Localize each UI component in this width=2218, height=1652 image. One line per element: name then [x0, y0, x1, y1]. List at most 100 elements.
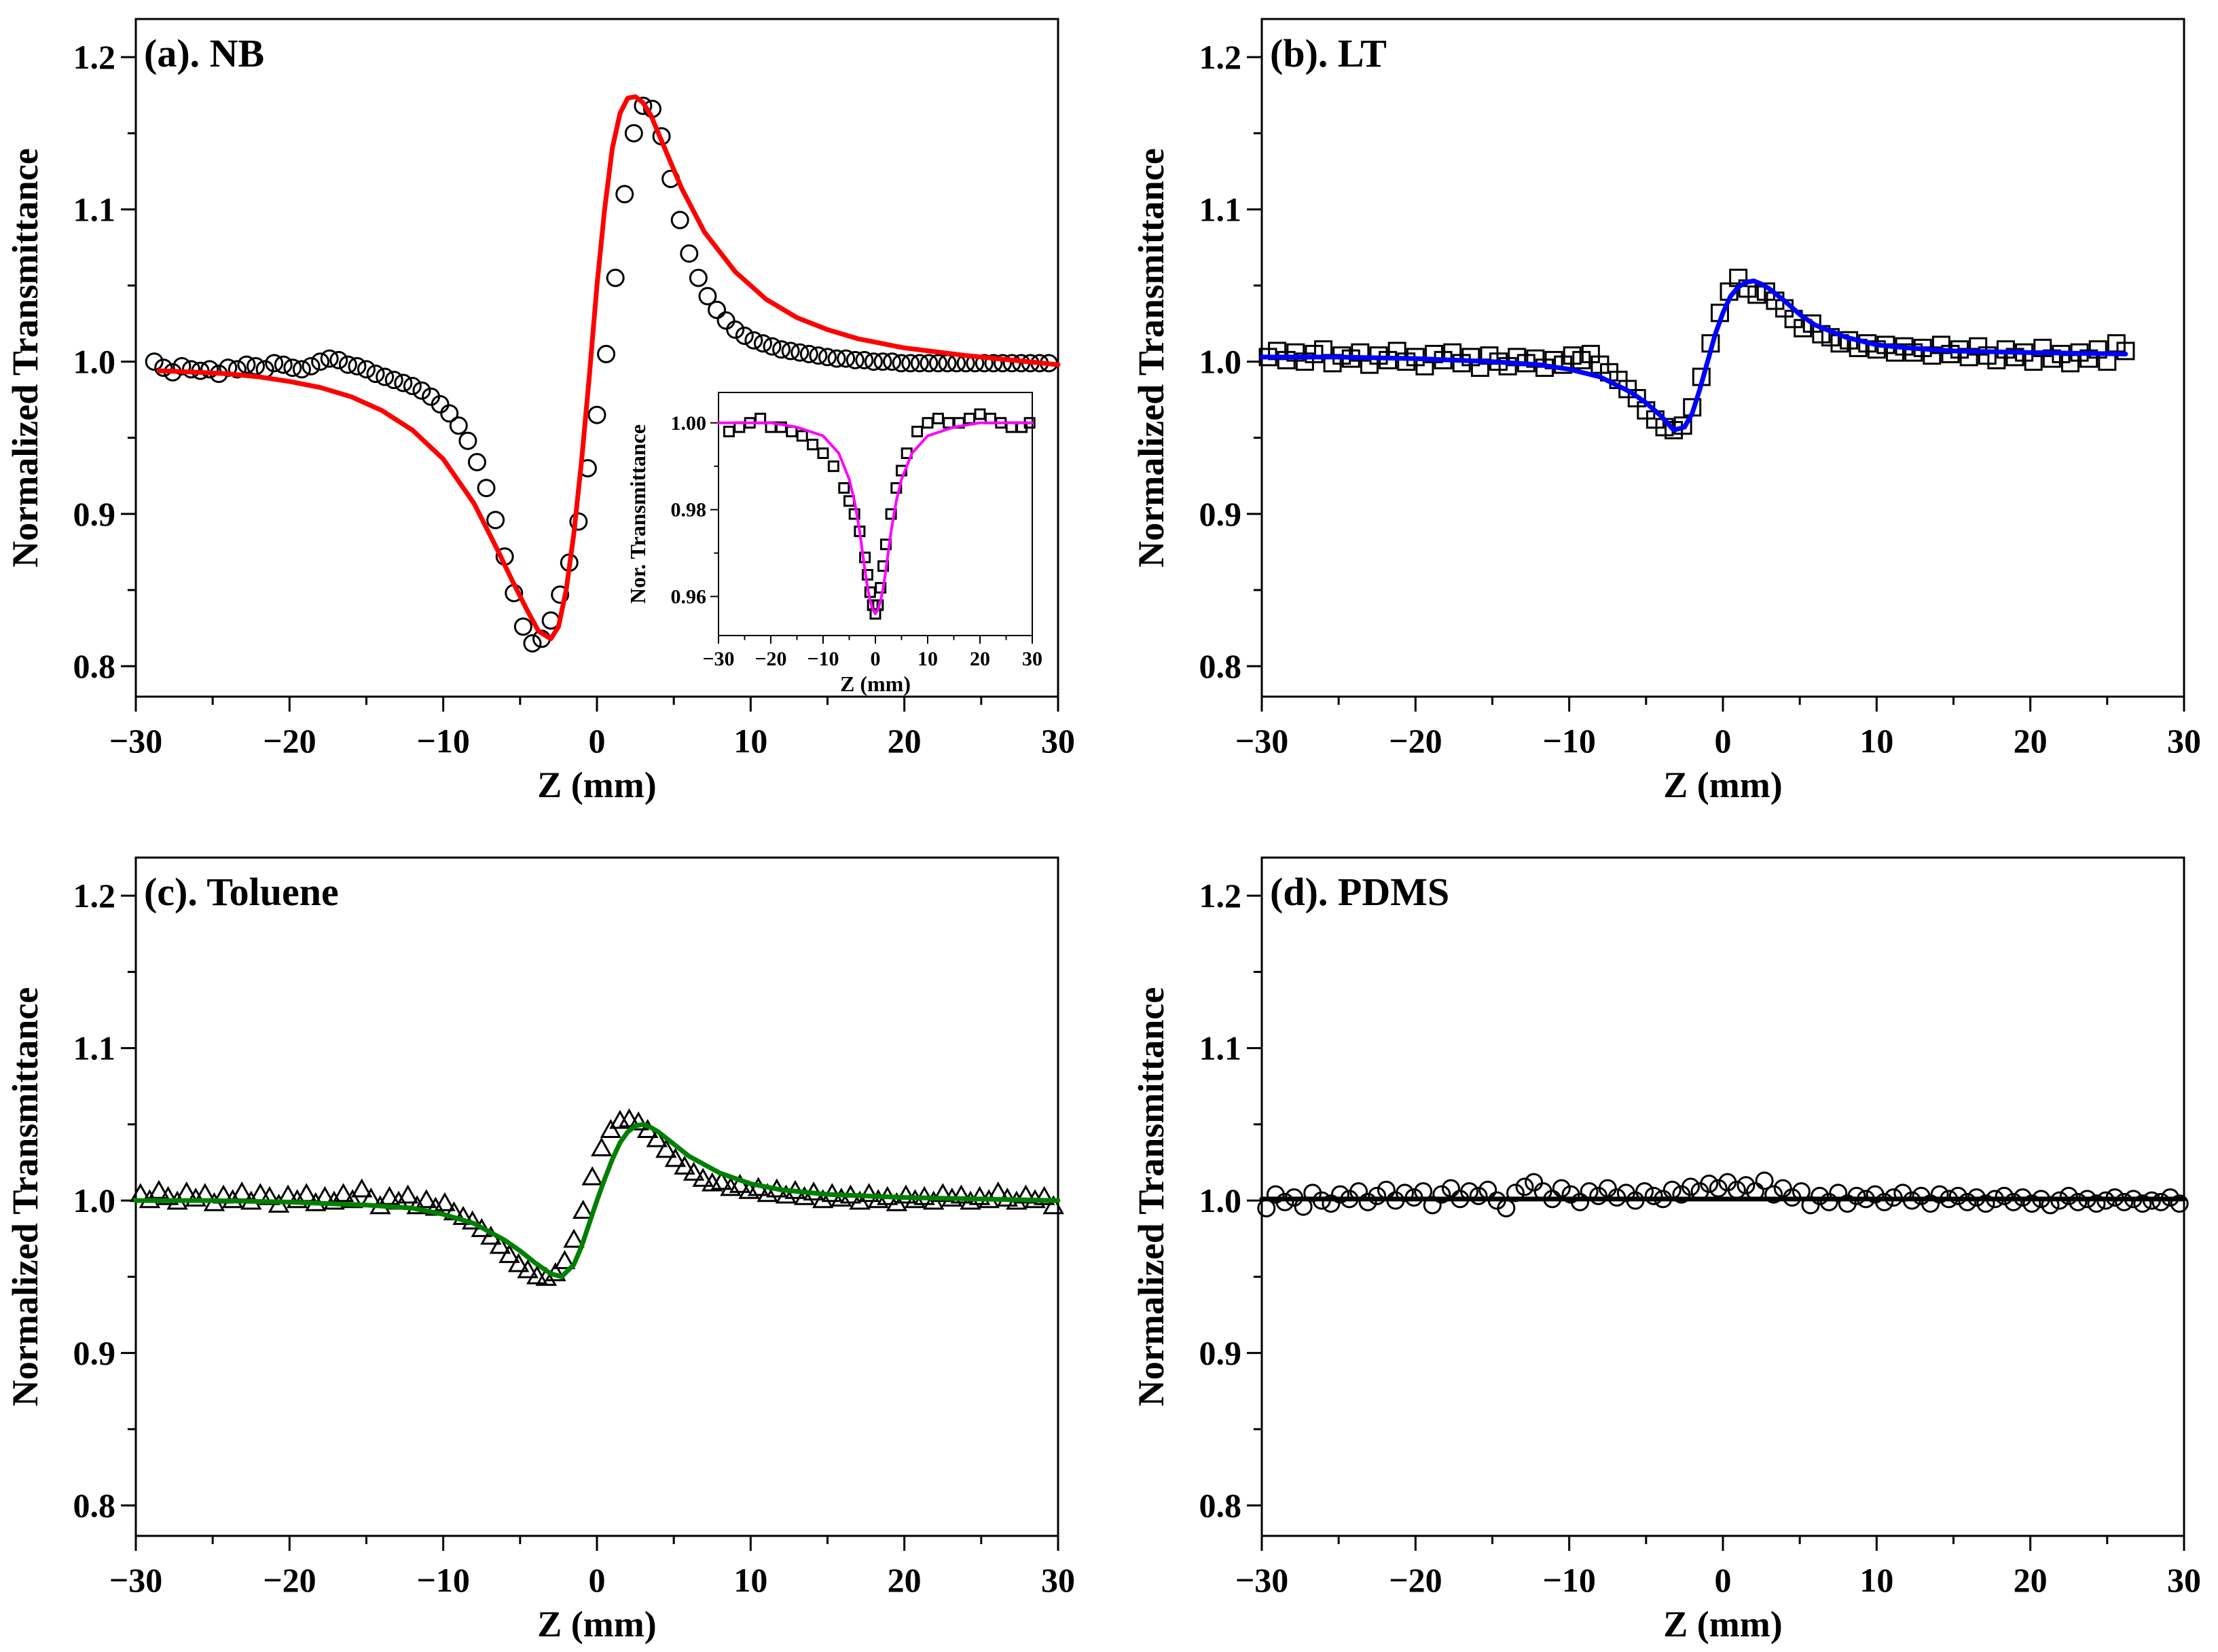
- data-point: [2005, 348, 2024, 367]
- data-point: [683, 1161, 705, 1181]
- data-point: [984, 354, 1003, 373]
- data-point: [809, 346, 828, 365]
- x-tick-label: 10: [733, 722, 767, 760]
- data-point: [357, 360, 376, 379]
- data-point: [1015, 1184, 1037, 1204]
- x-tick-label: 20: [970, 648, 990, 670]
- data-point: [498, 1244, 520, 1264]
- data-point: [670, 210, 689, 230]
- x-tick-label: 0: [589, 1561, 606, 1599]
- data-point: [855, 350, 874, 369]
- panel-label: (c). Toluene: [144, 870, 339, 914]
- data-point: [449, 416, 468, 435]
- data-point: [412, 381, 431, 400]
- y-axis-title: Normalized Transmittance: [5, 148, 46, 567]
- data-point: [551, 585, 570, 604]
- data-point: [2069, 1192, 2088, 1211]
- data-point: [901, 354, 920, 373]
- y-tick-label: 0.8: [73, 1486, 116, 1524]
- data-point: [535, 1266, 558, 1286]
- fit-curve: [1259, 278, 2128, 433]
- data-point: [2042, 349, 2061, 368]
- data-point: [1461, 348, 1480, 367]
- data-point: [572, 1199, 594, 1219]
- data-point: [846, 350, 865, 369]
- data-point: [1764, 1185, 1783, 1204]
- data-point: [434, 1192, 456, 1211]
- data-point: [329, 350, 348, 369]
- x-axis-title: Z (mm): [840, 672, 911, 696]
- data-point: [157, 1186, 179, 1205]
- y-tick-label: 1.2: [1199, 877, 1242, 915]
- x-tick-label: 20: [2014, 722, 2048, 760]
- data-point: [431, 394, 450, 414]
- x-tick-label: −20: [1389, 722, 1442, 760]
- x-tick-label: −30: [109, 1561, 163, 1599]
- data-point: [2133, 1194, 2152, 1213]
- data-point: [1673, 416, 1692, 435]
- y-axis-title: Normalized Transmittance: [1131, 148, 1171, 567]
- data-point: [348, 356, 367, 375]
- data-point: [895, 1184, 917, 1204]
- data-point: [416, 1189, 437, 1209]
- data-point: [1819, 1192, 1838, 1211]
- y-tick-label: 1.1: [1199, 190, 1242, 228]
- data-point: [378, 1186, 401, 1205]
- x-tick-label: −30: [1235, 1561, 1289, 1599]
- data-point: [680, 244, 699, 263]
- x-tick-label: 0: [589, 722, 606, 760]
- data-point: [523, 634, 542, 653]
- data-point: [606, 268, 625, 287]
- data-point: [796, 430, 808, 442]
- x-tick-label: 20: [888, 1561, 922, 1599]
- data-point: [790, 343, 810, 362]
- data-point: [744, 331, 763, 350]
- y-tick-label: 0.8: [1199, 1486, 1242, 1524]
- data-point: [932, 1183, 954, 1203]
- y-tick-label: 0.8: [73, 647, 116, 685]
- fit-curve: [156, 94, 1061, 642]
- data-point: [1644, 1186, 1663, 1205]
- data-point: [1978, 346, 1997, 365]
- data-point: [1552, 1179, 1571, 1198]
- data-point: [587, 405, 606, 424]
- data-point: [689, 268, 708, 287]
- data-point: [440, 404, 459, 423]
- data-point: [738, 1179, 760, 1199]
- data-point: [807, 439, 819, 451]
- y-axis-title: Nor. Transmittance: [625, 424, 650, 604]
- data-point: [350, 1178, 373, 1198]
- x-tick-label: 10: [917, 648, 938, 670]
- y-tick-label: 0.8: [1199, 647, 1242, 685]
- data-point: [1525, 1173, 1544, 1192]
- x-tick-label: 10: [1859, 1561, 1893, 1599]
- x-axis-title: Z (mm): [1663, 765, 1782, 805]
- data-point: [1275, 1192, 1294, 1211]
- x-axis-title: Z (mm): [537, 765, 656, 805]
- x-tick-label: 20: [888, 722, 922, 760]
- y-tick-label: 0.98: [671, 499, 707, 521]
- data-point: [1330, 1185, 1349, 1204]
- x-tick-label: −10: [807, 648, 839, 670]
- data-point: [2088, 340, 2107, 359]
- data-point: [618, 1108, 640, 1128]
- data-point: [486, 511, 505, 530]
- data-point: [873, 352, 892, 371]
- data-point: [1747, 285, 1766, 304]
- data-point: [817, 447, 829, 459]
- data-point: [600, 1118, 622, 1139]
- x-tick-label: −20: [755, 648, 786, 670]
- fit-curve: [717, 421, 1034, 615]
- y-tick-label: 1.1: [73, 190, 116, 228]
- data-point: [1794, 318, 1813, 337]
- x-tick-label: 0: [1715, 1561, 1732, 1599]
- data-point: [1368, 1186, 1387, 1205]
- x-tick-label: 20: [2014, 1561, 2048, 1599]
- data-point: [867, 1189, 889, 1209]
- data-point: [781, 342, 800, 361]
- data-point: [646, 1128, 668, 1148]
- x-tick-label: 30: [2167, 1561, 2201, 1599]
- inset-panel: −30 −20 −10 0 10 20 30 0.96 0.98 1.00 Z (mm) Nor. T…: [625, 392, 1042, 696]
- data-point: [563, 1228, 585, 1248]
